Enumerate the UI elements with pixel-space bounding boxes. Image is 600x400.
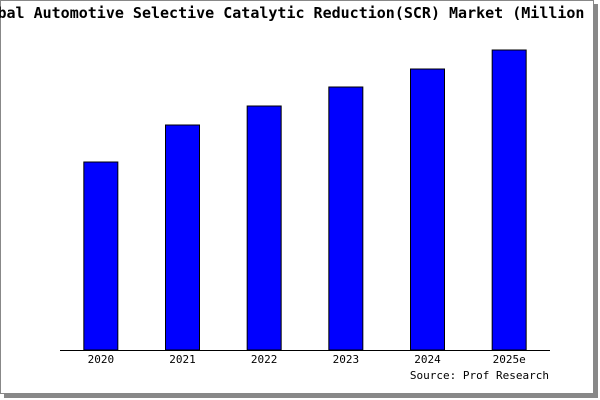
source-note: Source: Prof Research bbox=[410, 369, 549, 382]
bar bbox=[83, 161, 119, 351]
x-tick-label: 2022 bbox=[251, 353, 278, 366]
bar bbox=[491, 49, 527, 351]
bar bbox=[246, 105, 282, 351]
bar bbox=[328, 86, 364, 351]
chart-title: Global Automotive Selective Catalytic Re… bbox=[0, 4, 600, 22]
bar bbox=[165, 124, 200, 351]
x-tick-label: 2023 bbox=[333, 353, 360, 366]
x-tick-label: 2020 bbox=[88, 353, 115, 366]
x-tick-label: 2021 bbox=[169, 353, 196, 366]
x-tick-label: 2024 bbox=[414, 353, 441, 366]
x-tick-label: 2025e bbox=[493, 353, 526, 366]
bar bbox=[410, 68, 445, 351]
chart-content: Global Automotive Selective Catalytic Re… bbox=[0, 4, 600, 382]
